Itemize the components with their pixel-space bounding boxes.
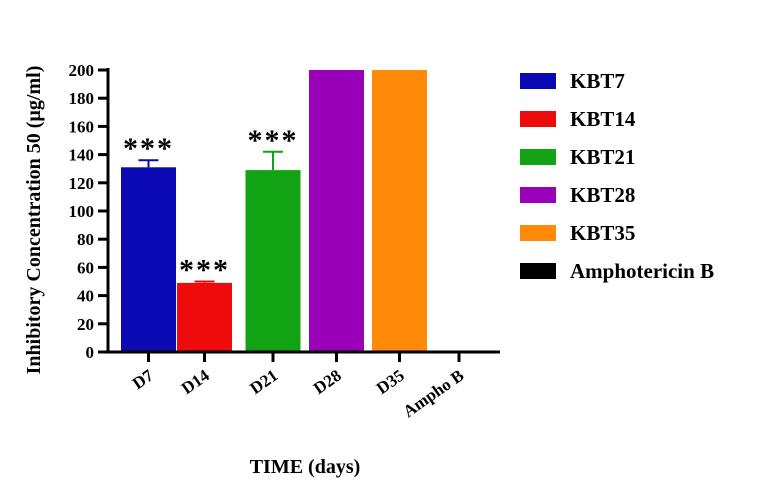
y-ticks: 0 20 40 60 80 100 120 140 160 180 200 — [69, 61, 108, 362]
legend-swatch — [520, 263, 556, 279]
x-tick-label: D28 — [310, 366, 345, 398]
bars — [121, 70, 427, 352]
y-tick-label: 180 — [69, 89, 95, 108]
bar-d35 — [372, 70, 427, 352]
x-tick-label: D21 — [246, 366, 281, 398]
x-axis-label: TIME (days) — [250, 456, 361, 478]
bar-d7 — [121, 167, 176, 352]
y-tick-label: 40 — [77, 287, 94, 306]
legend-item: KBT7 — [520, 62, 750, 100]
y-tick-label: 60 — [77, 258, 94, 277]
bar-d21 — [245, 170, 301, 352]
legend-item: Amphotericin B — [520, 252, 750, 290]
legend-label: Amphotericin B — [570, 258, 715, 283]
x-tick-label: D35 — [373, 366, 408, 398]
legend-item: KBT28 — [520, 176, 750, 214]
legend: KBT7 KBT14 KBT21 KBT28 KBT35 Amphotericin B — [520, 62, 750, 290]
x-tick-label: Ampho B — [400, 366, 468, 421]
legend-swatch — [520, 187, 556, 203]
y-tick-label: 0 — [86, 343, 95, 362]
x-tick-label: D14 — [178, 365, 213, 398]
legend-item: KBT14 — [520, 100, 750, 138]
legend-label: KBT35 — [570, 220, 636, 245]
significance-annotations: *** *** *** — [123, 124, 299, 287]
y-tick-label: 160 — [69, 117, 95, 136]
legend-swatch — [520, 73, 556, 89]
legend-swatch — [520, 149, 556, 165]
significance-marker: *** — [248, 124, 299, 157]
legend-item: KBT35 — [520, 214, 750, 252]
y-tick-label: 140 — [69, 146, 95, 165]
legend-swatch — [520, 111, 556, 127]
legend-label: KBT7 — [570, 68, 625, 93]
x-tick-label: D7 — [129, 365, 157, 393]
y-tick-label: 120 — [69, 174, 95, 193]
y-tick-label: 100 — [69, 202, 95, 221]
significance-marker: *** — [123, 132, 174, 165]
bar-d14 — [177, 282, 232, 352]
y-tick-label: 80 — [77, 230, 94, 249]
error-bars — [138, 150, 283, 283]
significance-marker: *** — [179, 254, 230, 287]
legend-item: KBT21 — [520, 138, 750, 176]
legend-label: KBT28 — [570, 182, 636, 207]
legend-label: KBT21 — [570, 144, 636, 169]
y-tick-label: 20 — [77, 315, 94, 334]
legend-swatch — [520, 225, 556, 241]
y-tick-label: 200 — [69, 61, 95, 80]
y-axis-label: Inhibitory Concentration 50 (µg/ml) — [23, 66, 45, 375]
legend-label: KBT14 — [570, 106, 636, 131]
bar-d28 — [309, 70, 364, 352]
